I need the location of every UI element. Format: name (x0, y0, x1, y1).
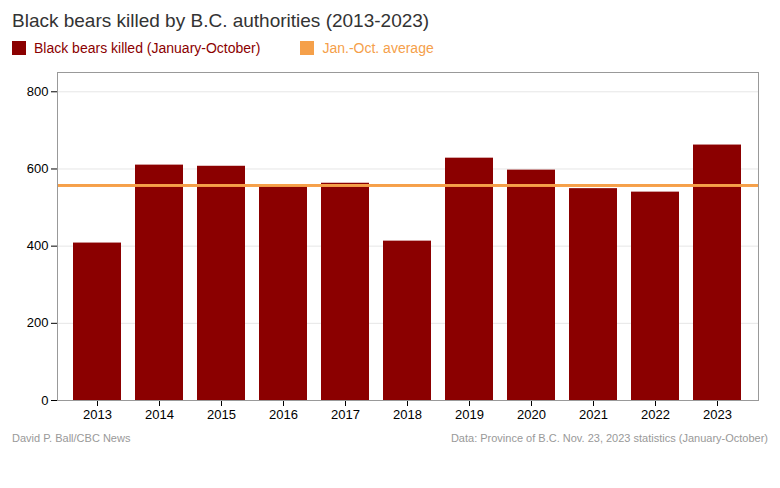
svg-text:400: 400 (27, 238, 49, 253)
svg-text:2015: 2015 (207, 407, 236, 422)
svg-text:2013: 2013 (83, 407, 112, 422)
html-text:David P. Ball/CBC News: David P. Ball/CBC News (12, 432, 131, 444)
html-text:Black bears killed (January-Oc: Black bears killed (January-October) (34, 40, 261, 56)
html-text:Data: Province of B.C. Nov. 23: Data: Province of B.C. Nov. 23, 2023 sta… (450, 432, 768, 444)
svg-text:2020: 2020 (517, 407, 546, 422)
svg-text:2022: 2022 (641, 407, 670, 422)
svg-text:2014: 2014 (145, 407, 174, 422)
svg-text:2021: 2021 (579, 407, 608, 422)
svg-text:2018: 2018 (393, 407, 422, 422)
svg-text:2016: 2016 (269, 407, 298, 422)
svg-text:800: 800 (27, 84, 49, 99)
svg-text:2023: 2023 (703, 407, 732, 422)
svg-text:600: 600 (27, 161, 49, 176)
html-text:Black bears killed by B.C. aut: Black bears killed by B.C. authorities (… (12, 10, 430, 31)
html-text:Jan.-Oct. average: Jan.-Oct. average (322, 40, 434, 56)
svg-text:2019: 2019 (455, 407, 484, 422)
svg-text:0: 0 (41, 393, 48, 408)
svg-text:2017: 2017 (331, 407, 360, 422)
svg-text:200: 200 (27, 315, 49, 330)
